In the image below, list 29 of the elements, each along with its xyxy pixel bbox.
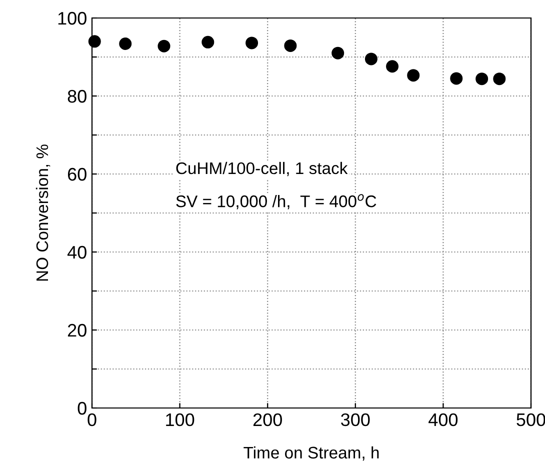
point: [284, 39, 297, 52]
y-tick-label: 60: [68, 168, 86, 181]
point: [493, 72, 506, 86]
y-tick-label: 40: [67, 246, 86, 259]
point: [364, 52, 378, 66]
point: [88, 35, 101, 48]
x-tick-label: 0: [88, 413, 96, 426]
x-tick-label: 400: [428, 413, 458, 426]
point: [450, 72, 463, 85]
point: [332, 46, 344, 60]
x-tick-label: 500: [516, 413, 545, 426]
y-tick-label: 0: [78, 402, 86, 415]
point: [246, 36, 258, 50]
x-tick-label: 200: [253, 413, 282, 426]
point: [407, 69, 420, 82]
point: [202, 36, 214, 48]
point: [158, 40, 170, 52]
y-tick-label: 80: [68, 90, 86, 103]
x-tick-label: 300: [341, 413, 370, 426]
point: [476, 72, 488, 86]
y-tick-label: 20: [68, 324, 86, 337]
point: [119, 37, 132, 50]
x-axis-title: Time on Stream, h: [244, 446, 379, 461]
y-axis-title: NO Conversion, %: [36, 144, 50, 281]
x-tick-label: 100: [166, 413, 194, 426]
point: [386, 60, 399, 73]
annotation: CuHM/100-cell, 1 stack: [176, 162, 348, 176]
y-tick-label: 100: [58, 12, 86, 25]
annotation: SV = 10,000 /h, T = 400$^{o}$C: [176, 194, 376, 210]
